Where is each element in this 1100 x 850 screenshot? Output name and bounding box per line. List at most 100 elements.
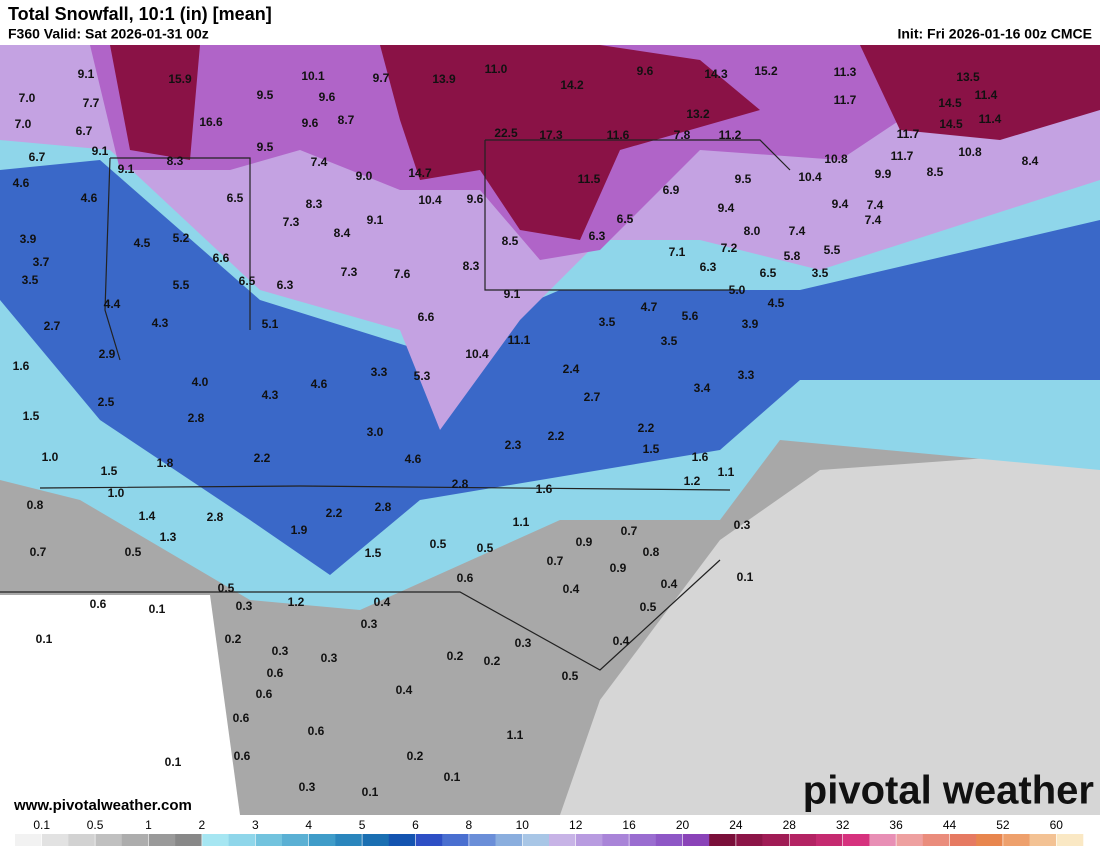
legend-tick-label: 32 — [836, 818, 850, 832]
snow-label: 0.2 — [407, 749, 424, 763]
snow-label: 4.3 — [152, 316, 169, 330]
snow-label: 7.4 — [867, 198, 884, 212]
snow-label: 2.8 — [207, 510, 224, 524]
snow-label: 7.3 — [341, 265, 358, 279]
snow-label: 0.1 — [737, 570, 754, 584]
snow-label: 3.5 — [661, 334, 678, 348]
legend-swatch — [602, 834, 630, 846]
snow-label: 0.4 — [374, 595, 391, 609]
snow-label: 9.6 — [319, 90, 336, 104]
state-line — [104, 157, 251, 361]
header-bg — [0, 0, 1100, 45]
snow-label: 8.0 — [744, 224, 761, 238]
snow-label: 6.5 — [227, 191, 244, 205]
legend-swatch — [442, 834, 470, 846]
snow-label: 2.2 — [254, 451, 271, 465]
snow-label: 2.7 — [584, 390, 601, 404]
snow-label: 0.3 — [515, 636, 532, 650]
legend-tick-label: 44 — [943, 818, 957, 832]
snow-label: 2.2 — [548, 429, 565, 443]
snow-label: 1.1 — [718, 465, 735, 479]
snow-label: 1.5 — [101, 464, 118, 478]
snow-label: 2.7 — [44, 319, 61, 333]
legend-tick-label: 1 — [145, 818, 152, 832]
snow-label: 0.5 — [430, 537, 447, 551]
snow-label: 7.0 — [15, 117, 32, 131]
snow-label: 4.3 — [262, 388, 279, 402]
snow-label: 1.8 — [157, 456, 174, 470]
snow-label: 8.7 — [338, 113, 355, 127]
snow-label: 0.6 — [234, 749, 251, 763]
snow-label: 6.7 — [76, 124, 93, 138]
snow-label: 7.4 — [789, 224, 806, 238]
snow-label: 9.0 — [356, 169, 373, 183]
field-maroon — [110, 45, 1100, 240]
legend-swatch — [15, 834, 42, 846]
watermark-url: www.pivotalweather.com — [13, 797, 192, 814]
snow-label: 11.3 — [834, 65, 857, 79]
snow-label: 6.3 — [700, 260, 717, 274]
legend-tick-label: 6 — [412, 818, 419, 832]
snow-label: 15.9 — [168, 72, 192, 86]
legend-swatch — [362, 834, 390, 846]
snow-label: 9.1 — [118, 162, 135, 176]
snow-label: 6.5 — [617, 212, 634, 226]
legend-swatch — [709, 834, 737, 846]
snow-label: 7.2 — [721, 241, 738, 255]
snow-label: 0.6 — [90, 597, 107, 611]
snow-label: 5.5 — [173, 278, 190, 292]
snow-label: 22.5 — [494, 126, 518, 140]
map — [0, 45, 1100, 815]
snow-label: 9.1 — [78, 67, 95, 81]
snow-label: 5.3 — [414, 369, 431, 383]
legend-swatch — [922, 834, 950, 846]
snow-label: 14.2 — [560, 78, 584, 92]
snow-label: 1.5 — [365, 546, 382, 560]
legend-tick-label: 20 — [676, 818, 690, 832]
snow-label: 4.0 — [192, 375, 209, 389]
snow-label: 1.5 — [23, 409, 40, 423]
snow-label: 10.4 — [798, 170, 822, 184]
snow-label: 0.3 — [361, 617, 378, 631]
snow-label: 4.6 — [13, 176, 30, 190]
snow-label: 3.9 — [742, 317, 759, 331]
snow-label: 1.0 — [108, 486, 125, 500]
legend-tick-label: 5 — [359, 818, 366, 832]
snow-label: 3.7 — [33, 255, 50, 269]
snow-label: 1.2 — [684, 474, 701, 488]
snow-label: 0.6 — [457, 571, 474, 585]
legend-swatch — [468, 834, 496, 846]
snow-label: 6.9 — [663, 183, 680, 197]
snow-label: 11.4 — [975, 88, 998, 102]
snow-label: 14.3 — [704, 67, 728, 81]
legend-tick-label: 4 — [305, 818, 312, 832]
snow-label: 13.9 — [432, 72, 456, 86]
snow-label: 11.7 — [834, 93, 857, 107]
snow-label: 0.1 — [36, 632, 53, 646]
valid-time: F360 Valid: Sat 2026-01-31 00z — [8, 26, 209, 42]
legend-tick-label: 0.5 — [87, 818, 104, 832]
snow-label: 9.4 — [832, 197, 849, 211]
snow-label: 0.4 — [396, 683, 413, 697]
snow-label: 1.5 — [643, 442, 660, 456]
snow-label: 6.7 — [29, 150, 46, 164]
legend-tick-label: 24 — [729, 818, 743, 832]
legend-swatch — [762, 834, 790, 846]
state-line — [39, 485, 731, 491]
snow-label: 0.6 — [267, 666, 284, 680]
snow-label: 7.4 — [311, 155, 328, 169]
snow-label: 11.0 — [485, 62, 508, 76]
snow-label: 8.5 — [927, 165, 944, 179]
snow-label: 1.2 — [288, 595, 305, 609]
legend-swatch — [816, 834, 843, 846]
legend-swatch — [148, 834, 176, 846]
legend-swatch — [121, 834, 149, 846]
snow-label: 7.0 — [19, 91, 36, 105]
legend-swatch — [282, 834, 309, 846]
snow-label: 9.6 — [467, 192, 484, 206]
snow-label: 0.4 — [661, 577, 678, 591]
snow-label: 4.6 — [405, 452, 422, 466]
snow-label: 5.1 — [262, 317, 279, 331]
map-labels: 9.1 15.9 10.1 9.7 13.9 11.0 9.6 14.3 15.2 11.3 13.… — [13, 62, 1039, 799]
snow-label: 11.2 — [719, 128, 742, 142]
